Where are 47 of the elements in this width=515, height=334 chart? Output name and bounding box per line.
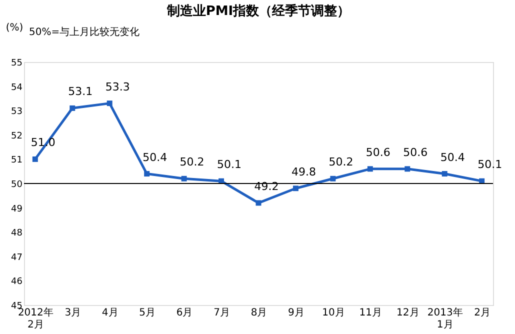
point [367, 166, 373, 172]
point [442, 171, 448, 177]
text: 50.1 [217, 158, 242, 172]
text: 49.8 [291, 165, 316, 178]
point [106, 100, 112, 106]
x-tick-label: 2013年 1月 [427, 306, 463, 330]
text: 50%=与上月比较无变化 [29, 26, 140, 38]
y-tick-label: 50 [11, 180, 23, 190]
y-tick-label: 52 [11, 131, 22, 142]
text: 50.4 [142, 150, 168, 164]
x-tick-label: 3月 [64, 308, 82, 318]
point [292, 186, 298, 192]
x-tick-label: 11月 [359, 308, 382, 318]
point [144, 171, 150, 177]
point [404, 166, 410, 172]
x-tick-label: 8月 [250, 308, 268, 318]
text: 50.2 [328, 156, 354, 169]
y-tick-label: 47 [11, 252, 22, 263]
point [330, 176, 336, 182]
y-tick-label: 46 [11, 277, 23, 288]
text: 50.1 [478, 158, 502, 172]
chart-title: 制造业PMI指数（经季节调整） [166, 3, 350, 19]
text: 50.6 [403, 146, 428, 159]
text: 50.4 [440, 150, 465, 164]
x-tick-label: 2月 [474, 308, 491, 318]
x-tick-label: 12月 [396, 308, 420, 318]
y-tick-label: 53 [11, 107, 22, 118]
text: 50.6 [366, 146, 390, 159]
x-tick-label: 10月 [322, 308, 345, 318]
y-tick-label: 55 [11, 58, 22, 68]
y-tick-label: 51 [11, 156, 22, 166]
y-tick-label: 54 [11, 82, 23, 93]
y-axis-title: (%) [6, 22, 24, 34]
x-tick-label: 6月 [176, 308, 193, 318]
y-tick-label: 48 [11, 228, 23, 239]
x-tick-label: 5月 [139, 308, 156, 318]
point [256, 200, 262, 206]
x-tick-label: 7月 [214, 308, 230, 318]
x-tick-label: 9月 [288, 308, 304, 318]
y-tick-label: 49 [11, 204, 23, 214]
x-tick-label: 4月 [102, 308, 118, 318]
point [32, 156, 38, 162]
text: 53.3 [105, 80, 130, 94]
point [181, 176, 187, 182]
text: 50.2 [180, 156, 204, 169]
text: 53.1 [68, 85, 93, 98]
point [70, 105, 76, 111]
